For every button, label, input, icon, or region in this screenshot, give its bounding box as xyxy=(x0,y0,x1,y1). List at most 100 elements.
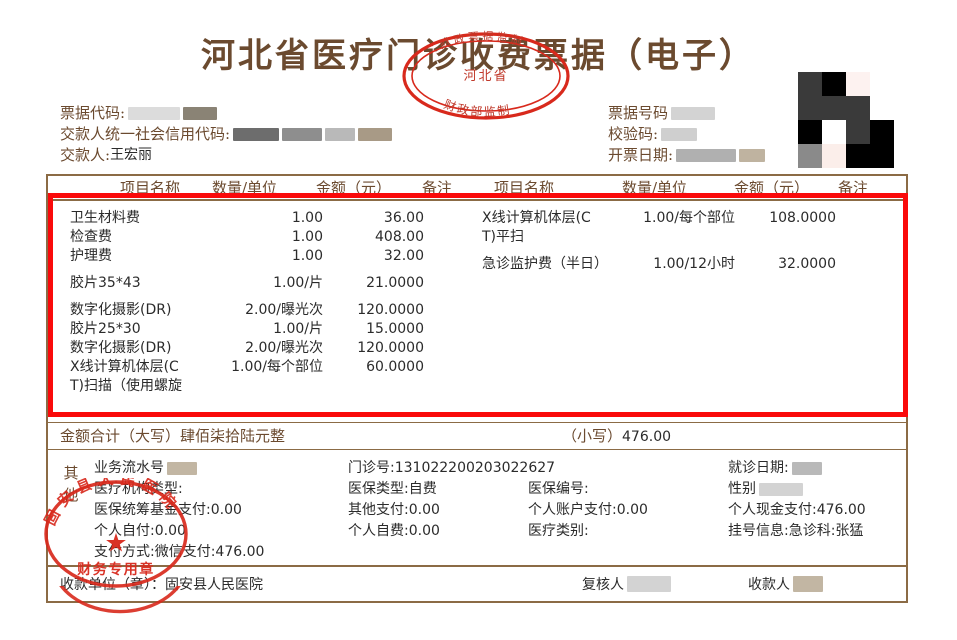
field-payer-credit-code: 交款人统一社会信用代码: xyxy=(60,124,393,145)
table-row: X线计算机体层(C 1.00/每个部位 108.0000 xyxy=(472,209,892,228)
field-pooled-fund-payment: 医保统筹基金支付:0.00 xyxy=(94,502,242,518)
field-bill-number-label: 票据号码 xyxy=(608,104,669,122)
item-qty: 1.00/片 xyxy=(273,275,323,291)
table-row: 胶片35*43 1.00/片 21.0000 xyxy=(60,274,472,293)
field-bill-code-redaction xyxy=(128,107,181,120)
field-issue-date: 开票日期: xyxy=(608,145,766,166)
field-cashier-label: 收款人 xyxy=(748,577,790,593)
field-issue-date-redaction xyxy=(676,149,737,162)
item-name: 胶片35*43 xyxy=(70,275,141,291)
total-row: 金额合计（大写）肆佰柒拾陆元整 （小写）476.00 xyxy=(48,423,906,450)
field-gender: 性别 xyxy=(728,479,908,500)
item-qty: 2.00/曝光次 xyxy=(245,302,323,318)
other-info-column-2: 门诊号:131022200203022627 医保类型:自费 其他支付:0.00… xyxy=(348,458,555,542)
field-payment-method: 支付方式:微信支付:476.00 xyxy=(94,544,265,560)
total-amount-words: 金额合计（大写）肆佰柒拾陆元整 xyxy=(60,423,285,449)
column-header-note-right: 备注 xyxy=(838,179,869,197)
table-body: 卫生材料费 1.00 36.00 检查费 1.00 408.00 护理费 1.0… xyxy=(48,201,906,423)
header-right-fields: 票据号码 校验码: 开票日期: xyxy=(608,103,766,166)
item-name: X线计算机体层(C xyxy=(70,359,179,375)
field-payer-credit-code-redaction-4 xyxy=(358,128,393,141)
total-words-value: 肆佰柒拾陆元整 xyxy=(180,427,286,445)
other-info-column-4: 就诊日期: 性别 个人现金支付:476.00 挂号信息:急诊科:张猛 xyxy=(728,458,908,542)
table-row: 卫生材料费 1.00 36.00 xyxy=(60,209,472,228)
table-row: 数字化摄影(DR) 2.00/曝光次 120.0000 xyxy=(60,339,472,358)
field-visit-date: 就诊日期: xyxy=(728,458,908,479)
header-left-fields: 票据代码: 交款人统一社会信用代码: 交款人: 王宏丽 xyxy=(60,103,393,166)
item-name: X线计算机体层(C xyxy=(482,210,591,226)
field-payee-unit-value: 固安县人民医院 xyxy=(165,577,263,593)
total-number-value: 476.00 xyxy=(622,429,672,445)
page-title: 河北省医疗门诊收费票据（电子） xyxy=(201,36,756,76)
item-name: 胶片25*30 xyxy=(70,321,141,337)
table-row: 数字化摄影(DR) 2.00/曝光次 120.0000 xyxy=(60,301,472,320)
column-header-note-left: 备注 xyxy=(422,179,453,197)
item-qty: 1.00 xyxy=(291,210,323,226)
field-registration-info: 挂号信息:急诊科:张猛 xyxy=(728,523,864,539)
field-bill-number-redaction xyxy=(671,107,716,120)
item-name: 数字化摄影(DR) xyxy=(70,340,172,356)
column-header-amount-right: 金额（元） xyxy=(734,179,810,197)
column-header-item-name-right: 项目名称 xyxy=(494,179,555,197)
field-check-code-label: 校验码: xyxy=(608,125,659,143)
item-amount: 120.0000 xyxy=(357,302,424,318)
table-row: 护理费 1.00 32.00 xyxy=(60,247,472,266)
item-qty: 2.00/曝光次 xyxy=(245,340,323,356)
item-amount: 108.0000 xyxy=(769,210,836,226)
item-qty: 1.00 xyxy=(291,248,323,264)
item-amount: 15.0000 xyxy=(366,321,424,337)
other-info-section: 其他 业务流水号 医疗机构类型: 医保统筹基金支付:0.00 个人自付:0.00… xyxy=(48,450,906,567)
field-other-payment: 其他支付:0.00 xyxy=(348,502,440,518)
item-qty: 1.00/每个部位 xyxy=(643,210,735,226)
other-info-label: 其他 xyxy=(63,464,79,504)
field-bill-number: 票据号码 xyxy=(608,103,765,124)
field-cashier: 收款人 xyxy=(748,574,823,594)
field-institution-type: 医疗机构类型: xyxy=(94,481,183,497)
item-qty: 1.00 xyxy=(291,229,323,245)
total-label: 金额合计（大写） xyxy=(60,427,181,445)
item-name: 护理费 xyxy=(70,248,112,264)
other-info-column-1: 业务流水号 医疗机构类型: 医保统筹基金支付:0.00 个人自付:0.00 支付… xyxy=(94,458,354,563)
total-small-label: （小写） xyxy=(562,427,623,445)
field-check-code: 校验码: xyxy=(608,124,765,145)
field-payer-name-value: 王宏丽 xyxy=(110,147,153,163)
field-personal-account-payment: 个人账户支付:0.00 xyxy=(528,502,648,518)
column-header-qty-unit-right: 数量/单位 xyxy=(622,179,688,197)
item-name: 卫生材料费 xyxy=(70,210,140,226)
field-transaction-serial-redaction xyxy=(167,462,197,475)
item-qty: 1.00/片 xyxy=(273,321,323,337)
table-row: 急诊监护费（半日） 1.00/12小时 32.0000 xyxy=(472,255,892,274)
field-check-code-redaction xyxy=(661,128,698,141)
field-payee-unit: 收款单位（章）： 固安县人民医院 xyxy=(60,574,263,594)
field-reviewer: 复核人 xyxy=(582,574,671,594)
field-reviewer-label: 复核人 xyxy=(582,577,624,593)
column-header-item-name-left: 项目名称 xyxy=(120,179,181,197)
field-issue-date-redaction-2 xyxy=(739,149,766,162)
field-visit-date-label: 就诊日期: xyxy=(728,460,789,476)
item-name: 数字化摄影(DR) xyxy=(70,302,172,318)
field-personal-selfpay: 个人自费:0.00 xyxy=(348,523,440,539)
table-footer: 收款单位（章）： 固安县人民医院 复核人 收款人 xyxy=(48,567,906,601)
field-payer-credit-code-redaction-2 xyxy=(282,128,323,141)
svg-text:财政部监制: 财政部监制 xyxy=(442,97,512,119)
item-qty: 1.00/12小时 xyxy=(653,256,735,272)
field-transaction-serial-label: 业务流水号 xyxy=(94,460,164,476)
table-row-continuation: T)平扫 xyxy=(472,228,892,247)
field-personal-cash-payment: 个人现金支付:476.00 xyxy=(728,502,866,518)
field-personal-copay: 个人自付:0.00 xyxy=(94,523,186,539)
item-name: 急诊监护费（半日） xyxy=(482,256,608,272)
field-transaction-serial: 业务流水号 xyxy=(94,458,354,479)
item-amount: 21.0000 xyxy=(366,275,424,291)
field-issue-date-label: 开票日期: xyxy=(608,146,674,164)
table-row: X线计算机体层(C 1.00/每个部位 60.0000 xyxy=(60,358,472,377)
item-qty: 1.00/每个部位 xyxy=(231,359,323,375)
invoice-table: 项目名称 数量/单位 金额（元） 备注 项目名称 数量/单位 金额（元） 备注 … xyxy=(46,174,908,603)
column-header-qty-unit-left: 数量/单位 xyxy=(212,179,278,197)
qr-code-icon xyxy=(798,72,894,168)
field-insurance-number: 医保编号: xyxy=(528,481,589,497)
item-amount: 408.00 xyxy=(375,229,424,245)
item-amount: 32.0000 xyxy=(778,256,836,272)
field-payer-credit-code-redaction xyxy=(233,128,280,141)
table-row-continuation: T)扫描（使用螺旋 xyxy=(60,377,472,396)
field-gender-label: 性别 xyxy=(728,481,756,497)
